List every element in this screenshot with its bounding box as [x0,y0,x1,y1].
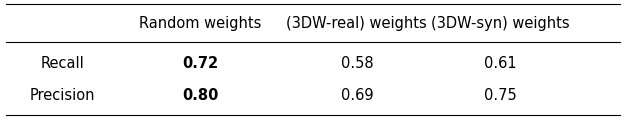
Text: (3DW-real) weights: (3DW-real) weights [287,15,427,31]
Text: 0.72: 0.72 [182,56,218,72]
Text: Recall: Recall [41,56,85,72]
Text: Precision: Precision [30,88,95,104]
Text: 0.69: 0.69 [341,88,373,104]
Text: 0.58: 0.58 [341,56,373,72]
Text: 0.61: 0.61 [485,56,517,72]
Text: Random weights: Random weights [139,15,262,31]
Text: 0.75: 0.75 [485,88,517,104]
Text: 0.80: 0.80 [182,88,218,104]
Text: (3DW-syn) weights: (3DW-syn) weights [431,15,570,31]
